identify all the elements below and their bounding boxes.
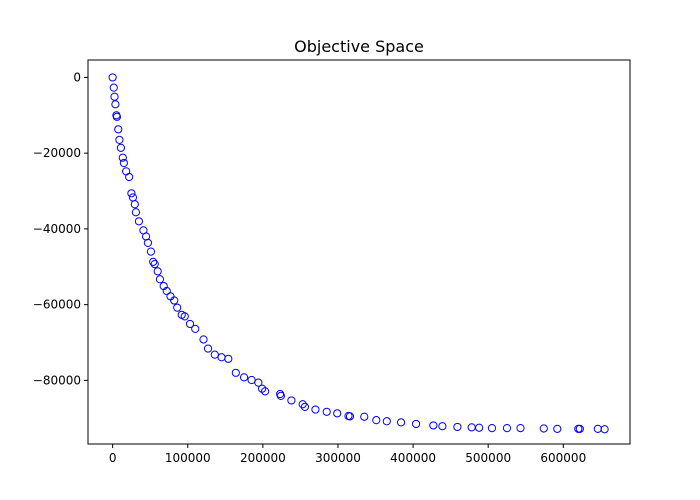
data-point bbox=[115, 135, 124, 145]
data-point bbox=[487, 423, 497, 433]
x-tick-label: 200000 bbox=[240, 451, 286, 465]
plot-area: 0 100000 200000 300000 400000 500000 600000 0 −2… bbox=[33, 59, 631, 465]
data-point bbox=[231, 368, 240, 377]
data-point bbox=[112, 112, 122, 121]
data-point bbox=[110, 92, 119, 101]
data-point bbox=[429, 421, 438, 430]
y-tick-label: −60000 bbox=[33, 298, 81, 312]
data-point bbox=[475, 423, 484, 432]
data-point bbox=[553, 424, 562, 433]
data-point bbox=[111, 100, 120, 109]
data-point bbox=[575, 424, 584, 433]
data-point bbox=[125, 172, 134, 182]
data-point bbox=[127, 189, 136, 198]
data-point bbox=[149, 257, 158, 266]
y-tick-label: −40000 bbox=[33, 222, 81, 236]
data-point bbox=[146, 247, 156, 256]
plot-frame bbox=[87, 59, 631, 445]
data-point bbox=[453, 422, 462, 432]
data-point bbox=[261, 387, 270, 396]
data-points bbox=[108, 73, 609, 434]
data-point bbox=[345, 412, 355, 421]
data-point bbox=[180, 312, 189, 321]
data-point bbox=[502, 423, 512, 433]
data-point bbox=[199, 335, 208, 344]
data-point bbox=[254, 378, 263, 387]
data-point bbox=[287, 396, 296, 405]
data-point bbox=[239, 373, 249, 382]
data-point bbox=[150, 260, 159, 269]
data-point bbox=[382, 417, 391, 426]
x-tick-label: 0 bbox=[109, 451, 117, 465]
data-point bbox=[114, 125, 123, 134]
data-point bbox=[131, 208, 141, 217]
data-point bbox=[593, 424, 602, 433]
data-point bbox=[217, 353, 226, 362]
data-point bbox=[143, 238, 153, 248]
data-point bbox=[185, 319, 195, 329]
data-point bbox=[372, 416, 381, 425]
data-point bbox=[162, 286, 171, 296]
data-point bbox=[300, 402, 310, 411]
data-point bbox=[119, 158, 129, 168]
data-point bbox=[396, 418, 406, 427]
data-point bbox=[166, 292, 175, 301]
data-point bbox=[134, 217, 144, 226]
data-point bbox=[438, 422, 447, 431]
data-point bbox=[173, 303, 182, 312]
x-tick-label: 300000 bbox=[315, 451, 361, 465]
data-point bbox=[109, 83, 118, 92]
data-point bbox=[130, 200, 139, 209]
data-point bbox=[298, 400, 307, 409]
data-point bbox=[170, 296, 179, 305]
data-point bbox=[153, 267, 162, 276]
data-point bbox=[118, 153, 127, 162]
y-tick-label: −80000 bbox=[33, 373, 81, 387]
data-point bbox=[224, 354, 233, 363]
data-point bbox=[411, 419, 421, 429]
data-point bbox=[116, 143, 126, 152]
data-point bbox=[128, 193, 138, 202]
data-point bbox=[276, 391, 285, 401]
data-point bbox=[600, 425, 609, 434]
data-point bbox=[108, 73, 117, 82]
data-point bbox=[191, 324, 200, 333]
x-tick-label: 400000 bbox=[390, 451, 436, 465]
data-point bbox=[516, 423, 525, 433]
y-tick-label: −20000 bbox=[33, 146, 81, 160]
data-point bbox=[203, 344, 213, 353]
data-point bbox=[333, 409, 342, 418]
x-tick-label: 100000 bbox=[165, 451, 211, 465]
data-point bbox=[247, 375, 256, 385]
data-point bbox=[155, 275, 165, 284]
x-tick-label: 600000 bbox=[540, 451, 586, 465]
y-tick-label: 0 bbox=[73, 70, 81, 84]
data-point bbox=[360, 412, 369, 421]
x-tick-label: 500000 bbox=[465, 451, 511, 465]
chart-title: Objective Space bbox=[294, 37, 424, 56]
data-point bbox=[322, 407, 331, 416]
data-point bbox=[311, 405, 320, 414]
data-point bbox=[210, 350, 219, 359]
data-point bbox=[467, 423, 476, 432]
data-point bbox=[539, 424, 548, 433]
data-point bbox=[258, 384, 267, 393]
